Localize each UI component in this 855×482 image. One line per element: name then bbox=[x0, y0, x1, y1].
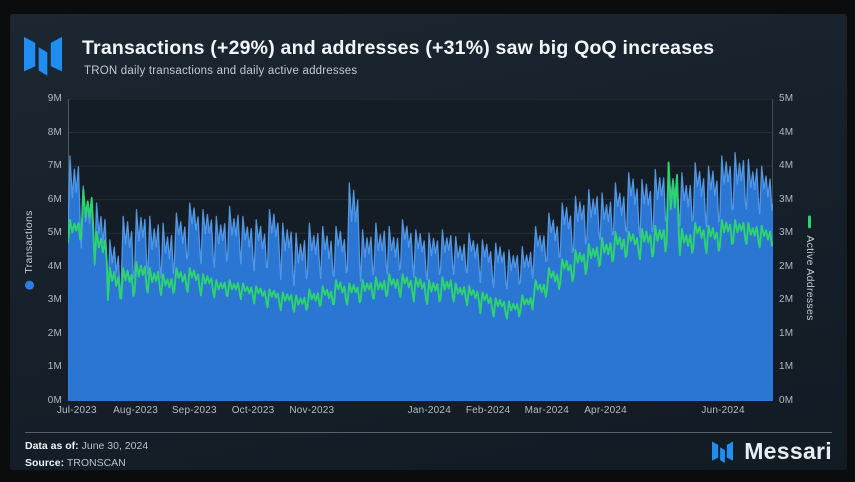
y-axis-tick-left: 2M bbox=[47, 327, 62, 339]
footer-meta: Data as of: June 30, 2024 Source: TRONSC… bbox=[25, 438, 148, 471]
y-axis-tick-left: 7M bbox=[47, 160, 62, 172]
y-axis-tick-right: 2M bbox=[779, 294, 794, 306]
source-line: Source: TRONSCAN bbox=[25, 455, 148, 472]
messari-logo-icon bbox=[24, 36, 62, 76]
y-axis-tick-right: 3M bbox=[779, 227, 794, 239]
data-as-of-value: June 30, 2024 bbox=[81, 440, 149, 452]
x-axis-tick: Oct-2023 bbox=[231, 405, 275, 416]
y-axis-tick-right: 5M bbox=[779, 93, 794, 104]
x-axis-tick: Nov-2023 bbox=[289, 405, 335, 416]
x-axis-tick: Feb-2024 bbox=[465, 405, 511, 416]
y-axis-tick-right: 4M bbox=[779, 126, 794, 138]
y-axis-tick-right: 1M bbox=[779, 361, 794, 373]
y-axis-tick-right: 4M bbox=[779, 160, 794, 172]
chart-subtitle: TRON daily transactions and daily active… bbox=[84, 65, 358, 77]
left-axis-label: Transactions bbox=[23, 210, 35, 274]
source-value: TRONSCAN bbox=[66, 456, 126, 469]
data-as-of-label: Data as of: bbox=[25, 440, 79, 452]
x-axis-tick: Sep-2023 bbox=[171, 405, 217, 416]
data-as-of-line: Data as of: June 30, 2024 bbox=[25, 438, 148, 455]
x-axis-tick: Aug-2023 bbox=[113, 405, 159, 416]
y-axis-tick-right: 1M bbox=[779, 327, 794, 339]
y-axis-tick-left: 1M bbox=[47, 361, 62, 373]
addresses-legend-line-icon bbox=[808, 215, 812, 229]
transactions-legend-dot-icon bbox=[24, 280, 34, 290]
chart-plot bbox=[68, 99, 773, 401]
y-axis-tick-right: 2M bbox=[779, 260, 794, 272]
x-axis-tick: Jun-2024 bbox=[701, 405, 745, 416]
y-axis-tick-left: 9M bbox=[47, 93, 62, 104]
y-axis-tick-left: 5M bbox=[47, 227, 62, 239]
y-axis-tick-left: 0M bbox=[47, 395, 62, 406]
messari-logo-icon bbox=[712, 441, 734, 463]
y-axis-tick-left: 4M bbox=[47, 260, 62, 272]
page-title: Transactions (+29%) and addresses (+31%)… bbox=[82, 37, 715, 59]
x-axis-tick: Jul-2023 bbox=[56, 405, 97, 416]
right-axis-label: Active Addresses bbox=[804, 235, 816, 321]
x-axis-tick: Mar-2024 bbox=[524, 405, 570, 416]
y-axis-tick-left: 8M bbox=[47, 126, 62, 138]
right-axis-title: Active Addresses bbox=[804, 215, 816, 321]
y-axis-tick-left: 6M bbox=[47, 193, 62, 205]
x-axis-tick: Apr-2024 bbox=[584, 405, 627, 416]
footer-divider bbox=[25, 432, 832, 433]
brand-block: Messari bbox=[712, 438, 832, 465]
y-axis-tick-right: 3M bbox=[779, 193, 794, 205]
x-axis-tick: Jan-2024 bbox=[407, 405, 451, 416]
y-axis-tick-left: 3M bbox=[47, 294, 62, 306]
source-label: Source: bbox=[25, 456, 65, 469]
left-axis-title: Transactions bbox=[23, 210, 35, 290]
y-axis-tick-right: 0M bbox=[779, 395, 794, 406]
messari-wordmark: Messari bbox=[744, 438, 832, 464]
